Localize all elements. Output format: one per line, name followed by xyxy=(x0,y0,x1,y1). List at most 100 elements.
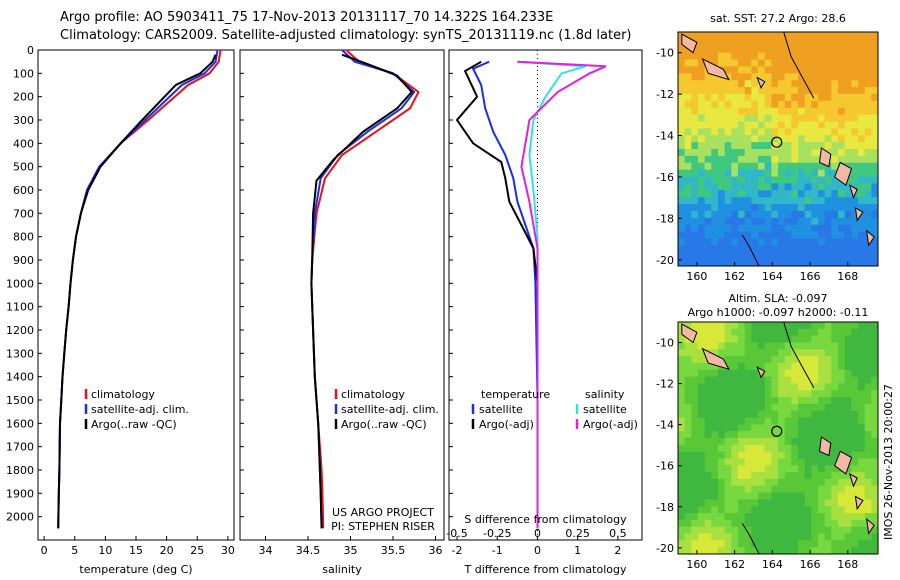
heatmap-cell xyxy=(864,417,872,425)
heatmap-cell xyxy=(704,499,712,507)
heatmap-cell xyxy=(791,73,799,81)
heatmap-cell xyxy=(851,100,859,109)
heatmap-cell xyxy=(831,190,839,198)
heatmap-cell xyxy=(811,472,819,480)
heatmap-cell xyxy=(691,472,699,480)
heatmap-cell xyxy=(851,231,859,239)
heatmap-cell xyxy=(758,356,766,364)
heatmap-cell xyxy=(718,417,726,425)
heatmap-cell xyxy=(698,499,706,507)
heatmap-cell xyxy=(784,252,792,260)
heatmap-cell xyxy=(704,519,712,528)
heatmap-cell xyxy=(718,224,726,233)
heatmap-cell xyxy=(798,362,806,371)
heatmap-cell xyxy=(864,114,872,122)
heatmap-cell xyxy=(851,252,859,260)
heatmap-cell xyxy=(704,238,712,246)
heatmap-cell xyxy=(811,210,819,219)
heatmap-cell xyxy=(871,478,879,487)
heatmap-cell xyxy=(678,417,686,425)
heatmap-cell xyxy=(711,245,719,253)
heatmap-cell xyxy=(731,506,739,514)
heatmap-cell xyxy=(718,438,726,446)
heatmap-cell xyxy=(824,224,832,233)
heatmap-cell xyxy=(684,472,692,480)
heatmap-cell xyxy=(858,93,866,102)
heatmap-cell xyxy=(858,149,866,157)
heatmap-cell xyxy=(738,155,746,164)
heatmap-cell xyxy=(778,322,786,330)
heatmap-cell xyxy=(764,431,772,439)
heatmap-cell xyxy=(864,335,872,343)
heatmap-cell xyxy=(778,424,786,432)
heatmap-cell xyxy=(744,403,752,412)
heatmap-cell xyxy=(758,383,766,391)
heatmap-cell xyxy=(724,66,732,74)
heatmap-cell xyxy=(704,403,712,412)
heatmap-cell xyxy=(818,431,826,439)
heatmap-cell xyxy=(731,128,739,136)
heatmap-cell xyxy=(784,451,792,459)
heatmap-cell xyxy=(838,540,846,548)
heatmap-cell xyxy=(691,121,699,129)
y-tick-label: -18 xyxy=(656,501,674,514)
heatmap-cell xyxy=(738,121,746,129)
heatmap-cell xyxy=(858,492,866,500)
heatmap-cell xyxy=(864,547,872,555)
heatmap-cell xyxy=(858,431,866,439)
heatmap-cell xyxy=(698,259,706,267)
heatmap-cell xyxy=(724,52,732,61)
heatmap-cell xyxy=(751,499,759,507)
heatmap-cell xyxy=(758,231,766,239)
heatmap-cell xyxy=(751,410,759,419)
heatmap-cell xyxy=(764,369,772,378)
heatmap-cell xyxy=(771,231,779,239)
heatmap-cell xyxy=(684,121,692,129)
heatmap-cell xyxy=(818,231,826,239)
heatmap-cell xyxy=(784,322,792,330)
heatmap-cell xyxy=(871,162,879,171)
heatmap-cell xyxy=(764,87,772,95)
heatmap-cell xyxy=(751,59,759,67)
heatmap-cell xyxy=(811,342,819,350)
heatmap-cell xyxy=(691,259,699,267)
heatmap-cell xyxy=(871,376,879,384)
heatmap-cell xyxy=(698,121,706,129)
heatmap-cell xyxy=(851,121,859,129)
heatmap-cell xyxy=(724,59,732,67)
heatmap-cell xyxy=(838,217,846,226)
heatmap-cell xyxy=(731,472,739,480)
heatmap-cell xyxy=(698,540,706,548)
heatmap-cell xyxy=(798,444,806,453)
heatmap-cell xyxy=(851,245,859,253)
heatmap-cell xyxy=(798,252,806,260)
heatmap-cell xyxy=(838,349,846,357)
heatmap-cell xyxy=(858,390,866,398)
heatmap-cell xyxy=(858,217,866,226)
credit-text: IMOS 26-Nov-2013 20:00:27 xyxy=(882,384,895,540)
heatmap-cell xyxy=(751,87,759,95)
heatmap-cell xyxy=(844,424,852,432)
heatmap-cell xyxy=(704,155,712,164)
heatmap-cell xyxy=(798,451,806,459)
heatmap-cell xyxy=(691,52,699,61)
heatmap-cell xyxy=(798,121,806,129)
heatmap-cell xyxy=(771,32,779,40)
legend-label: Argo(-adj) xyxy=(583,418,638,431)
heatmap-cell xyxy=(731,376,739,384)
island-shape xyxy=(854,495,864,511)
heatmap-cell xyxy=(764,38,772,47)
heatmap-cell xyxy=(784,438,792,446)
heatmap-cell xyxy=(851,176,859,184)
heatmap-cell xyxy=(691,410,699,419)
heatmap-cell xyxy=(791,335,799,343)
heatmap-cell xyxy=(844,183,852,191)
heatmap-cell xyxy=(864,252,872,260)
heatmap-cell xyxy=(851,259,859,267)
heatmap-cell xyxy=(738,183,746,191)
island-shape xyxy=(833,161,853,187)
heatmap-cell xyxy=(858,128,866,136)
heatmap-cell xyxy=(744,526,752,535)
heatmap-cell xyxy=(691,547,699,555)
heatmap-cell xyxy=(838,519,846,528)
